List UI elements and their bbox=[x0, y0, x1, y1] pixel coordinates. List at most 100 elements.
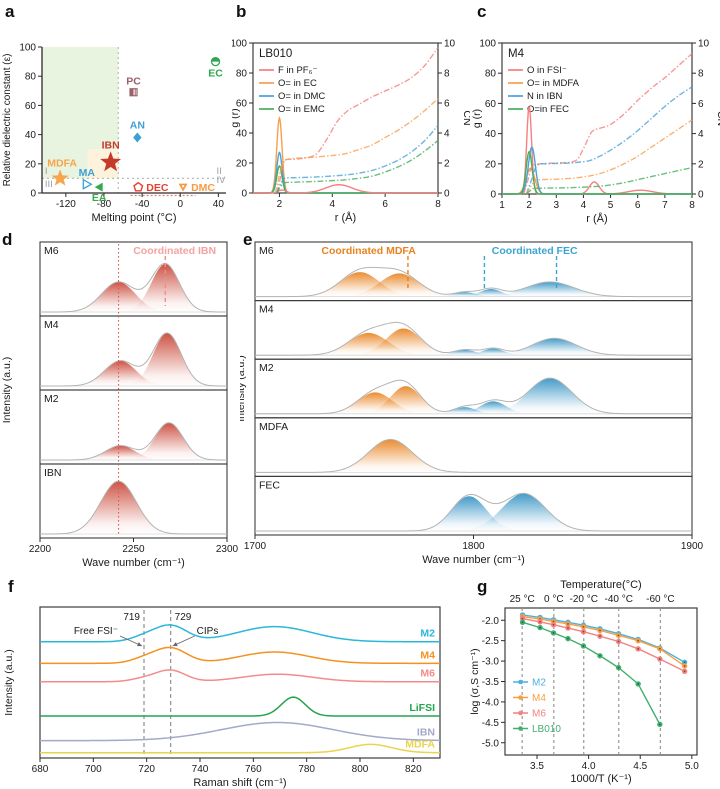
svg-text:M2: M2 bbox=[532, 677, 546, 688]
svg-text:2: 2 bbox=[277, 199, 283, 210]
svg-text:40: 40 bbox=[25, 130, 37, 141]
svg-text:LB010: LB010 bbox=[259, 48, 292, 60]
svg-text:1000/T (K⁻¹): 1000/T (K⁻¹) bbox=[570, 773, 631, 785]
svg-text:719: 719 bbox=[123, 612, 140, 623]
svg-text:6: 6 bbox=[444, 99, 450, 110]
svg-text:IBN: IBN bbox=[44, 467, 62, 479]
svg-text:760: 760 bbox=[245, 764, 262, 775]
svg-text:DMC: DMC bbox=[191, 182, 215, 194]
svg-text:LiFSI: LiFSI bbox=[409, 702, 435, 714]
svg-text:729: 729 bbox=[175, 612, 192, 623]
svg-text:4: 4 bbox=[581, 200, 587, 211]
svg-text:-4.5: -4.5 bbox=[482, 718, 500, 729]
svg-text:80: 80 bbox=[485, 69, 497, 80]
svg-text:Coordinated FEC: Coordinated FEC bbox=[492, 245, 578, 257]
chart-svg-e: M6 M4 M2 MDFA FEC Coordinated MDFA Coordinated… bbox=[235, 241, 704, 566]
svg-text:II: II bbox=[216, 166, 221, 177]
svg-text:O in FSI⁻: O in FSI⁻ bbox=[527, 65, 567, 76]
svg-text:6: 6 bbox=[635, 200, 641, 211]
panel-d-chart: M6 M4 M2 IBN Coordinated IBN 2200 2250 2300 Wave… bbox=[0, 230, 240, 576]
panel-g-chart: 25 °C 0 °C -20 °C -40 °C -60 °C Temperature(°… bbox=[469, 575, 720, 789]
svg-text:720: 720 bbox=[138, 764, 155, 775]
svg-text:4: 4 bbox=[698, 129, 704, 140]
svg-text:-5.0: -5.0 bbox=[482, 738, 500, 749]
svg-text:2: 2 bbox=[444, 159, 450, 170]
svg-text:-3.0: -3.0 bbox=[482, 657, 500, 668]
svg-text:60: 60 bbox=[236, 99, 248, 110]
svg-text:r (Å): r (Å) bbox=[586, 212, 607, 225]
svg-text:O= in EMC: O= in EMC bbox=[278, 104, 325, 115]
panel-b-letter: b bbox=[236, 2, 247, 21]
svg-text:80: 80 bbox=[25, 72, 37, 83]
svg-text:N in IBN: N in IBN bbox=[527, 91, 563, 102]
svg-text:4.5: 4.5 bbox=[633, 761, 647, 772]
panel-e-chart: M6 M4 M2 MDFA FEC Coordinated MDFA Coordinated… bbox=[235, 230, 720, 576]
svg-text:IBN: IBN bbox=[102, 139, 120, 151]
svg-text:8: 8 bbox=[435, 199, 441, 210]
svg-text:800: 800 bbox=[352, 764, 369, 775]
chart-svg-a: -120 -80 -40 0 40 0 20 40 60 80 100 Melting point (… bbox=[2, 43, 226, 225]
svg-text:LB010: LB010 bbox=[532, 724, 561, 735]
svg-text:M4: M4 bbox=[420, 649, 435, 661]
svg-text:0: 0 bbox=[698, 190, 704, 201]
svg-text:Intensity (a.u.): Intensity (a.u.) bbox=[240, 355, 247, 422]
svg-text:60: 60 bbox=[485, 99, 497, 110]
svg-text:4: 4 bbox=[330, 199, 336, 210]
panel-d-letter: d bbox=[2, 230, 13, 249]
svg-text:M4: M4 bbox=[259, 304, 274, 316]
svg-text:MDFA: MDFA bbox=[405, 739, 435, 751]
svg-text:8: 8 bbox=[689, 200, 695, 211]
svg-text:-60 °C: -60 °C bbox=[646, 594, 674, 605]
svg-text:IBN: IBN bbox=[417, 727, 435, 739]
svg-text:2: 2 bbox=[526, 200, 532, 211]
svg-text:10: 10 bbox=[698, 39, 710, 50]
svg-text:6: 6 bbox=[382, 199, 388, 210]
svg-text:Coordinated IBN: Coordinated IBN bbox=[133, 245, 216, 257]
svg-text:2250: 2250 bbox=[122, 544, 145, 555]
svg-text:-3.5: -3.5 bbox=[482, 677, 500, 688]
svg-text:0: 0 bbox=[241, 189, 247, 200]
svg-text:M2: M2 bbox=[44, 393, 59, 405]
svg-text:M4: M4 bbox=[508, 48, 525, 60]
svg-text:2: 2 bbox=[698, 159, 704, 170]
svg-text:1700: 1700 bbox=[244, 541, 267, 552]
svg-text:-4.0: -4.0 bbox=[482, 697, 500, 708]
svg-text:CN: CN bbox=[461, 110, 470, 125]
svg-text:M6: M6 bbox=[420, 668, 435, 680]
svg-text:6: 6 bbox=[698, 99, 704, 110]
svg-text:40: 40 bbox=[236, 129, 248, 140]
svg-text:40: 40 bbox=[485, 129, 497, 140]
svg-text:80: 80 bbox=[236, 69, 248, 80]
panel-f-chart: 680 700 720 740 760 780 800 820 Raman shift (cm⁻… bbox=[0, 575, 470, 789]
panel-c-chart: 1 2 3 4 5 6 7 8 0 20 40 60 80 100 0 2 4 6 8 10 r (Å) g (r) CN M… bbox=[470, 0, 720, 230]
svg-text:I: I bbox=[45, 166, 48, 177]
svg-text:Temperature(°C): Temperature(°C) bbox=[560, 579, 641, 591]
panel-a-chart: -120 -80 -40 0 40 0 20 40 60 80 100 Melting point (… bbox=[0, 0, 232, 230]
svg-text:-2.5: -2.5 bbox=[482, 636, 500, 647]
svg-text:F in PF₆⁻: F in PF₆⁻ bbox=[278, 65, 317, 76]
svg-text:Coordinated MDFA: Coordinated MDFA bbox=[321, 245, 416, 257]
svg-text:780: 780 bbox=[298, 764, 315, 775]
svg-text:Raman shift (cm⁻¹): Raman shift (cm⁻¹) bbox=[193, 777, 286, 789]
svg-text:M6: M6 bbox=[44, 245, 59, 257]
svg-text:FEC: FEC bbox=[259, 479, 280, 491]
svg-text:100: 100 bbox=[232, 39, 247, 50]
svg-text:1800: 1800 bbox=[462, 541, 485, 552]
svg-text:8: 8 bbox=[444, 69, 450, 80]
svg-text:100: 100 bbox=[479, 39, 496, 50]
svg-text:820: 820 bbox=[405, 764, 422, 775]
svg-text:7: 7 bbox=[662, 200, 668, 211]
svg-text:-20 °C: -20 °C bbox=[570, 594, 598, 605]
chart-svg-d: M6 M4 M2 IBN Coordinated IBN 2200 2250 2300 Wave… bbox=[1, 241, 239, 569]
chart-svg-f: 680 700 720 740 760 780 800 820 Raman shift (cm⁻… bbox=[3, 606, 441, 789]
svg-text:20: 20 bbox=[485, 159, 497, 170]
svg-text:Melting point (°C): Melting point (°C) bbox=[91, 212, 176, 224]
svg-text:25 °C: 25 °C bbox=[510, 594, 535, 605]
svg-text:1900: 1900 bbox=[681, 541, 704, 552]
svg-text:M6: M6 bbox=[532, 708, 546, 719]
svg-text:M6: M6 bbox=[259, 245, 274, 257]
svg-text:M2: M2 bbox=[259, 362, 274, 374]
panel-e-letter: e bbox=[243, 230, 253, 249]
